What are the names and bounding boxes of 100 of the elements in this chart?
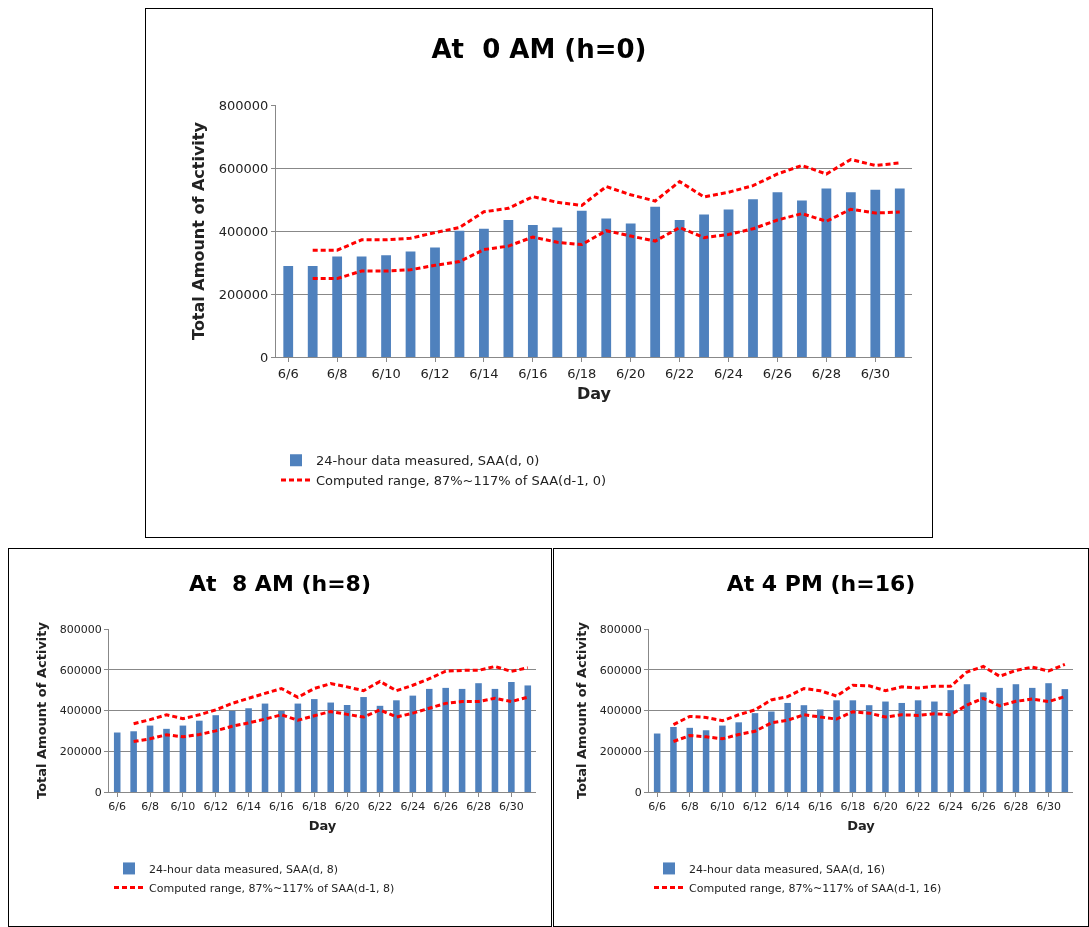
x-tick-label: 6/14 bbox=[775, 800, 800, 814]
x-tick-label: 6/20 bbox=[616, 365, 646, 381]
x-axis-title: Day bbox=[847, 817, 876, 833]
bar bbox=[479, 228, 489, 357]
legend-label: 24-hour data measured, SAA(d, 16) bbox=[689, 862, 885, 876]
y-tick-label: 800000 bbox=[599, 622, 642, 636]
bar bbox=[898, 702, 906, 792]
bar bbox=[650, 206, 661, 357]
x-tick-label: 6/6 bbox=[108, 800, 127, 814]
x-tick-label: 6/24 bbox=[400, 800, 426, 814]
x-tick-label: 6/8 bbox=[141, 800, 159, 814]
x-tick-label: 6/16 bbox=[807, 800, 833, 814]
bar bbox=[552, 227, 563, 357]
y-tick-label: 200000 bbox=[599, 745, 642, 759]
bar bbox=[491, 688, 499, 792]
bar bbox=[931, 701, 938, 792]
y-tick-label: 600000 bbox=[599, 663, 642, 677]
bar bbox=[1012, 684, 1020, 792]
bar bbox=[625, 223, 636, 357]
bar bbox=[772, 192, 783, 357]
x-tick-label: 6/22 bbox=[367, 800, 393, 814]
line-series bbox=[311, 158, 902, 252]
bar bbox=[800, 705, 808, 792]
bar bbox=[212, 715, 220, 792]
bar bbox=[508, 681, 515, 792]
bar bbox=[576, 210, 587, 357]
x-tick-label: 6/18 bbox=[301, 800, 327, 814]
bar bbox=[130, 731, 137, 792]
bar bbox=[601, 218, 612, 357]
x-tick-label: 6/6 bbox=[648, 800, 666, 814]
x-tick-label: 6/14 bbox=[469, 365, 499, 381]
bar bbox=[356, 256, 367, 357]
y-axis-title: Total Amount of Activity bbox=[573, 621, 589, 799]
bar bbox=[670, 727, 677, 792]
bar bbox=[524, 685, 532, 792]
chart-title: At 8 AM (h=8) bbox=[189, 570, 371, 596]
bar bbox=[674, 219, 685, 357]
bar bbox=[430, 247, 440, 357]
x-tick-label: 6/8 bbox=[326, 365, 348, 381]
bar bbox=[748, 199, 758, 357]
y-tick-label: 800000 bbox=[218, 97, 269, 113]
x-tick-label: 6/24 bbox=[713, 365, 744, 381]
bar bbox=[283, 265, 294, 357]
x-tick-label: 6/30 bbox=[499, 800, 524, 814]
bar bbox=[816, 709, 824, 792]
line-series bbox=[671, 662, 1067, 727]
line-series bbox=[132, 664, 530, 726]
x-tick-label: 6/26 bbox=[762, 365, 793, 381]
y-tick-label: 600000 bbox=[218, 160, 269, 176]
bar bbox=[963, 684, 971, 792]
x-tick-label: 6/6 bbox=[277, 365, 299, 381]
bar bbox=[894, 188, 905, 357]
bar bbox=[914, 700, 922, 792]
x-tick-label: 6/22 bbox=[665, 365, 695, 381]
x-tick-label: 6/24 bbox=[938, 800, 964, 814]
x-tick-label: 6/28 bbox=[811, 365, 841, 381]
legend-label: Computed range, 87%~117% of SAA(d-1, 0) bbox=[316, 473, 607, 489]
x-tick-label: 6/18 bbox=[567, 365, 597, 381]
bar bbox=[503, 219, 514, 357]
x-tick-label: 6/12 bbox=[203, 800, 229, 814]
x-axis-title: Day bbox=[308, 817, 337, 833]
y-axis-title: Total Amount of Activity bbox=[33, 621, 49, 799]
bar bbox=[527, 225, 538, 357]
legend-label: 24-hour data measured, SAA(d, 8) bbox=[149, 862, 338, 876]
y-axis-title: Total Amount of Activity bbox=[188, 121, 208, 340]
bar bbox=[278, 710, 285, 792]
bar bbox=[1028, 687, 1036, 792]
legend-label: 24-hour data measured, SAA(d, 0) bbox=[316, 453, 540, 469]
x-axis-title: Day bbox=[576, 384, 612, 404]
bar bbox=[821, 188, 832, 357]
y-tick-label: 400000 bbox=[59, 704, 102, 718]
bar bbox=[442, 687, 449, 792]
x-tick-label: 6/28 bbox=[466, 800, 491, 814]
x-tick-label: 6/16 bbox=[518, 365, 548, 381]
bar bbox=[360, 697, 367, 792]
bar bbox=[980, 692, 987, 792]
bar bbox=[653, 733, 661, 792]
x-tick-label: 6/12 bbox=[742, 800, 768, 814]
y-tick-label: 400000 bbox=[599, 704, 642, 718]
bar bbox=[327, 702, 334, 792]
x-tick-label: 6/30 bbox=[1036, 800, 1061, 814]
bar bbox=[454, 230, 465, 357]
bar bbox=[719, 725, 726, 792]
bar bbox=[332, 256, 343, 357]
bar bbox=[311, 699, 318, 792]
bar bbox=[393, 700, 400, 792]
x-tick-label: 6/20 bbox=[873, 800, 898, 814]
bar bbox=[768, 711, 775, 792]
y-tick-label: 200000 bbox=[218, 286, 269, 302]
bar bbox=[882, 701, 889, 792]
x-tick-label: 6/30 bbox=[860, 365, 890, 381]
x-tick-label: 6/26 bbox=[970, 800, 996, 814]
y-tick-label: 400000 bbox=[218, 223, 269, 239]
x-tick-label: 6/26 bbox=[433, 800, 459, 814]
bar bbox=[996, 687, 1003, 792]
bar bbox=[735, 722, 742, 792]
x-tick-label: 6/16 bbox=[269, 800, 294, 814]
bar bbox=[849, 700, 857, 792]
chart-title: At 4 PM (h=16) bbox=[726, 570, 916, 596]
bar bbox=[1045, 683, 1052, 792]
